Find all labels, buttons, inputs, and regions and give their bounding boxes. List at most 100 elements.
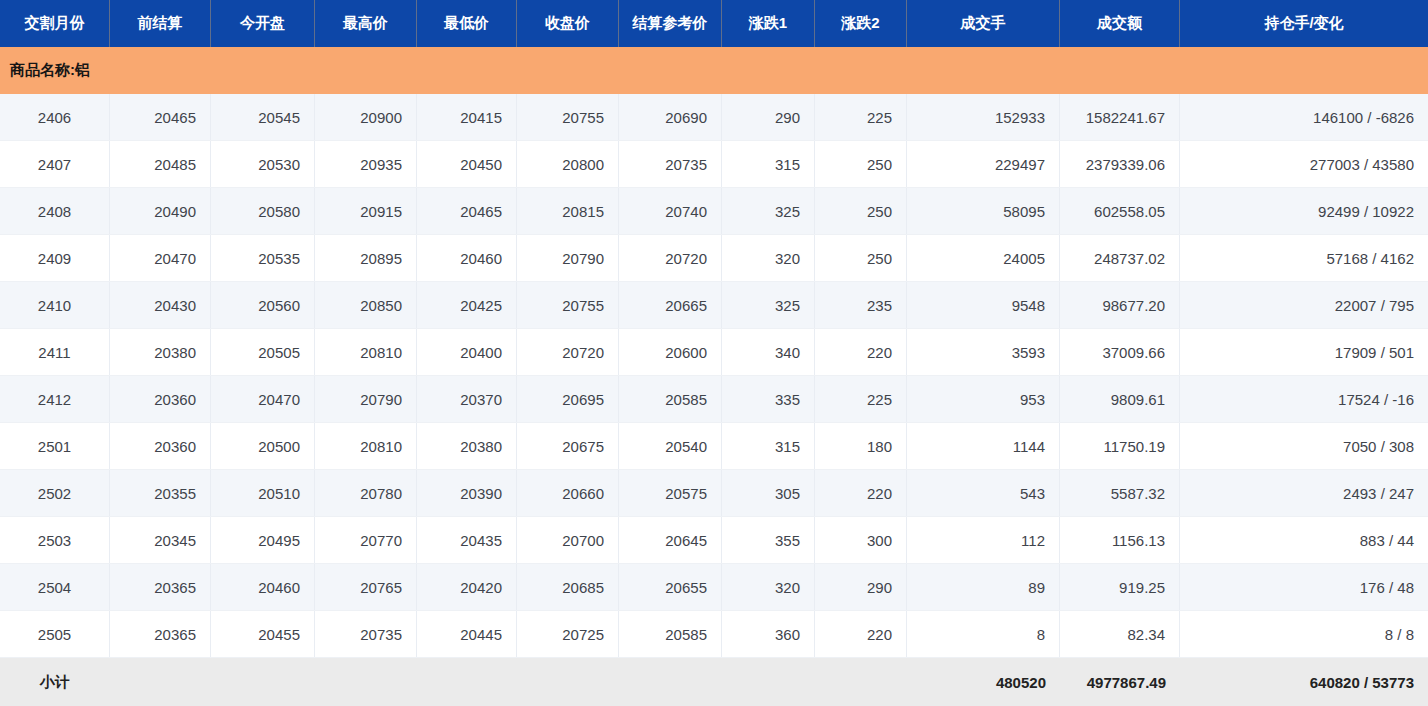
table-cell: 229497	[907, 141, 1060, 187]
subtotal-empty-cell	[619, 658, 722, 706]
table-cell: 919.25	[1060, 564, 1180, 610]
table-row: 2411203802050520810204002072020600340220…	[0, 329, 1428, 376]
table-cell: 20735	[315, 611, 417, 657]
table-cell: 20815	[517, 188, 619, 234]
table-cell: 82.34	[1060, 611, 1180, 657]
table-cell: 315	[722, 141, 815, 187]
column-header-delivery-month: 交割月份	[0, 0, 110, 47]
table-cell: 20365	[110, 611, 211, 657]
table-cell: 5587.32	[1060, 470, 1180, 516]
table-cell: 20465	[417, 188, 517, 234]
table-cell: 320	[722, 564, 815, 610]
delivery-month-cell: 2502	[0, 470, 110, 516]
table-cell: 20675	[517, 423, 619, 469]
futures-quote-table: 交割月份 前结算 今开盘 最高价 最低价 收盘价 结算参考价 涨跌1 涨跌2 成…	[0, 0, 1428, 706]
table-cell: 57168 / 4162	[1180, 235, 1428, 281]
table-cell: 20575	[619, 470, 722, 516]
table-cell: 20915	[315, 188, 417, 234]
table-cell: 3593	[907, 329, 1060, 375]
table-cell: 1582241.67	[1060, 94, 1180, 140]
delivery-month-cell: 2501	[0, 423, 110, 469]
table-cell: 220	[815, 611, 907, 657]
delivery-month-cell: 2407	[0, 141, 110, 187]
table-cell: 1144	[907, 423, 1060, 469]
table-row: 2504203652046020765204202068520655320290…	[0, 564, 1428, 611]
column-header-low: 最低价	[417, 0, 517, 47]
column-header-open-interest: 持仓手/变化	[1180, 0, 1428, 47]
table-cell: 20505	[211, 329, 315, 375]
table-row: 2410204302056020850204252075520665325235…	[0, 282, 1428, 329]
subtotal-empty-cell	[417, 658, 517, 706]
table-cell: 9548	[907, 282, 1060, 328]
column-header-volume: 成交手	[907, 0, 1060, 47]
table-cell: 20545	[211, 94, 315, 140]
subtotal-empty-cell	[110, 658, 211, 706]
table-cell: 20535	[211, 235, 315, 281]
table-cell: 20660	[517, 470, 619, 516]
table-cell: 20500	[211, 423, 315, 469]
table-cell: 340	[722, 329, 815, 375]
table-cell: 8 / 8	[1180, 611, 1428, 657]
table-cell: 152933	[907, 94, 1060, 140]
table-cell: 20345	[110, 517, 211, 563]
delivery-month-cell: 2411	[0, 329, 110, 375]
commodity-group-label: 商品名称:铝	[10, 61, 90, 80]
column-header-open: 今开盘	[211, 0, 315, 47]
delivery-month-cell: 2408	[0, 188, 110, 234]
table-cell: 2493 / 247	[1180, 470, 1428, 516]
subtotal-row: 小计 480520 4977867.49 640820 / 53773	[0, 658, 1428, 706]
table-cell: 20725	[517, 611, 619, 657]
table-cell: 20460	[417, 235, 517, 281]
table-cell: 20560	[211, 282, 315, 328]
table-cell: 20655	[619, 564, 722, 610]
delivery-month-cell: 2410	[0, 282, 110, 328]
table-cell: 20420	[417, 564, 517, 610]
table-cell: 20600	[619, 329, 722, 375]
table-cell: 20390	[417, 470, 517, 516]
table-cell: 20585	[619, 611, 722, 657]
table-cell: 58095	[907, 188, 1060, 234]
table-cell: 20850	[315, 282, 417, 328]
table-cell: 22007 / 795	[1180, 282, 1428, 328]
table-cell: 20810	[315, 329, 417, 375]
table-cell: 250	[815, 188, 907, 234]
table-cell: 20645	[619, 517, 722, 563]
table-cell: 20490	[110, 188, 211, 234]
table-cell: 225	[815, 94, 907, 140]
table-cell: 360	[722, 611, 815, 657]
table-cell: 220	[815, 329, 907, 375]
table-cell: 20800	[517, 141, 619, 187]
table-cell: 953	[907, 376, 1060, 422]
subtotal-empty-cell	[315, 658, 417, 706]
table-cell: 9809.61	[1060, 376, 1180, 422]
subtotal-empty-cell	[815, 658, 907, 706]
column-header-high: 最高价	[315, 0, 417, 47]
table-cell: 20455	[211, 611, 315, 657]
table-cell: 180	[815, 423, 907, 469]
table-cell: 112	[907, 517, 1060, 563]
table-cell: 20470	[211, 376, 315, 422]
table-cell: 24005	[907, 235, 1060, 281]
table-cell: 20690	[619, 94, 722, 140]
table-cell: 20790	[517, 235, 619, 281]
table-cell: 20445	[417, 611, 517, 657]
table-cell: 1156.13	[1060, 517, 1180, 563]
table-row: 2412203602047020790203702069520585335225…	[0, 376, 1428, 423]
subtotal-open-interest: 640820 / 53773	[1180, 658, 1428, 706]
table-cell: 20790	[315, 376, 417, 422]
commodity-group-row: 商品名称:铝	[0, 47, 1428, 94]
subtotal-empty-cell	[517, 658, 619, 706]
table-cell: 20780	[315, 470, 417, 516]
table-cell: 20430	[110, 282, 211, 328]
table-cell: 883 / 44	[1180, 517, 1428, 563]
table-cell: 290	[722, 94, 815, 140]
table-cell: 225	[815, 376, 907, 422]
table-body: 2406204652054520900204152075520690290225…	[0, 94, 1428, 658]
subtotal-turnover: 4977867.49	[1060, 658, 1180, 706]
table-cell: 20895	[315, 235, 417, 281]
subtotal-volume: 480520	[907, 658, 1060, 706]
table-row: 2502203552051020780203902066020575305220…	[0, 470, 1428, 517]
table-cell: 20685	[517, 564, 619, 610]
table-cell: 20695	[517, 376, 619, 422]
table-cell: 8	[907, 611, 1060, 657]
